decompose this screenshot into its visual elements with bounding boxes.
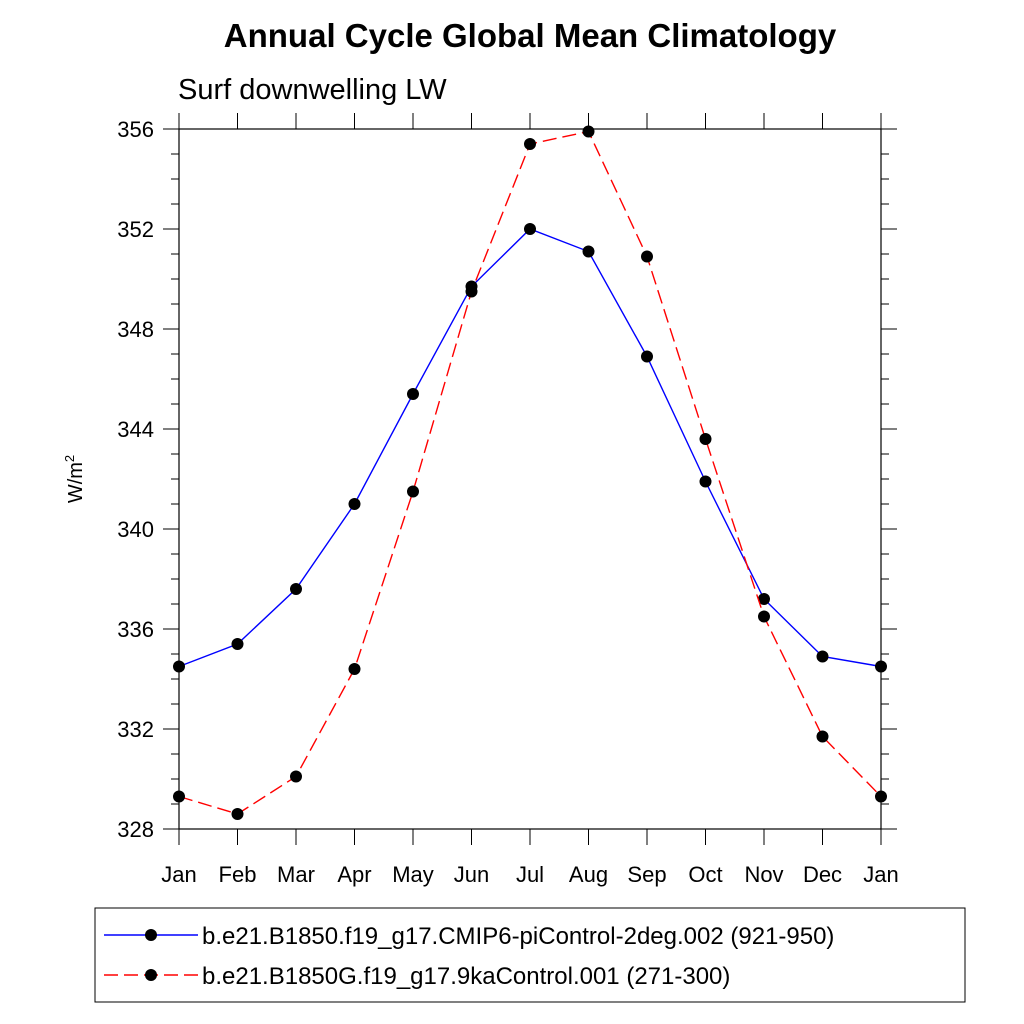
series-1-point xyxy=(290,583,302,595)
series-1-point xyxy=(348,498,361,510)
series-1-point xyxy=(173,660,185,673)
x-tick-label: Jun xyxy=(454,862,489,887)
y-tick-label: 340 xyxy=(117,517,154,542)
series-layer xyxy=(173,125,887,820)
x-tick-label: Jan xyxy=(161,862,196,887)
y-tick-label: 332 xyxy=(117,717,154,742)
x-tick-label: Jan xyxy=(863,862,898,887)
series-2-point xyxy=(875,790,887,803)
y-tick-label: 344 xyxy=(117,417,154,442)
y-axis-label-text: W/m xyxy=(65,462,87,503)
series-2-point xyxy=(465,285,478,298)
legend-label-1: b.e21.B1850.f19_g17.CMIP6-piControl-2deg… xyxy=(202,923,834,950)
series-1-point xyxy=(699,475,712,488)
series-2-point xyxy=(641,250,653,263)
y-tick-label: 352 xyxy=(117,217,154,242)
x-tick-label: Jul xyxy=(516,862,544,887)
series-2-point xyxy=(173,790,185,803)
chart-subtitle: Surf downwelling LW xyxy=(178,74,447,106)
series-1-point xyxy=(875,660,887,673)
x-tick-label: Oct xyxy=(688,862,722,887)
series-1-point xyxy=(582,245,595,258)
series-1-point xyxy=(407,388,419,400)
x-tick-label: Dec xyxy=(803,862,842,887)
series-2-point xyxy=(524,138,536,150)
x-tick-label: Apr xyxy=(337,862,371,887)
chart-title: Annual Cycle Global Mean Climatology xyxy=(224,17,837,54)
series-1-point xyxy=(758,593,770,605)
series-2-point xyxy=(231,808,244,820)
series-2-point xyxy=(758,610,770,623)
series-2-point xyxy=(816,730,829,743)
x-tick-label: Aug xyxy=(569,862,608,887)
legend: b.e21.B1850.f19_g17.CMIP6-piControl-2deg… xyxy=(94,907,966,1003)
series-line-1 xyxy=(178,228,882,668)
series-2-point xyxy=(699,433,712,445)
legend-marker-2 xyxy=(145,969,157,981)
y-tick-label: 336 xyxy=(117,617,154,642)
y-tick-label: 356 xyxy=(117,117,154,142)
x-tick-label: May xyxy=(392,862,434,887)
legend-marker-1 xyxy=(145,929,157,941)
series-1-point xyxy=(641,350,653,363)
legend-label-2: b.e21.B1850G.f19_g17.9kaControl.001 (271… xyxy=(202,963,730,990)
y-axis-label: W/m2 xyxy=(62,455,87,503)
x-tick-label: Mar xyxy=(277,862,315,887)
x-axis: Jan Feb Mar Apr May Jun Jul Aug Sep Oct Nov Dec Jan xyxy=(161,113,899,887)
x-tick-label: Feb xyxy=(219,862,257,887)
legend-box xyxy=(94,907,966,1003)
series-2-point xyxy=(582,125,595,138)
series-2-point xyxy=(290,770,302,783)
series-2-point xyxy=(407,485,419,498)
series-2-point xyxy=(348,663,361,675)
series-1-point xyxy=(524,223,536,235)
y-axis: 328 332 336 340 344 348 352 356 xyxy=(117,117,897,842)
series-1-point xyxy=(816,650,829,663)
x-tick-label: Nov xyxy=(744,862,783,887)
y-axis-label-superscript: 2 xyxy=(62,455,77,462)
series-1-point xyxy=(231,638,244,650)
x-tick-label: Sep xyxy=(627,862,666,887)
y-tick-label: 348 xyxy=(117,317,154,342)
y-tick-label: 328 xyxy=(117,817,154,842)
